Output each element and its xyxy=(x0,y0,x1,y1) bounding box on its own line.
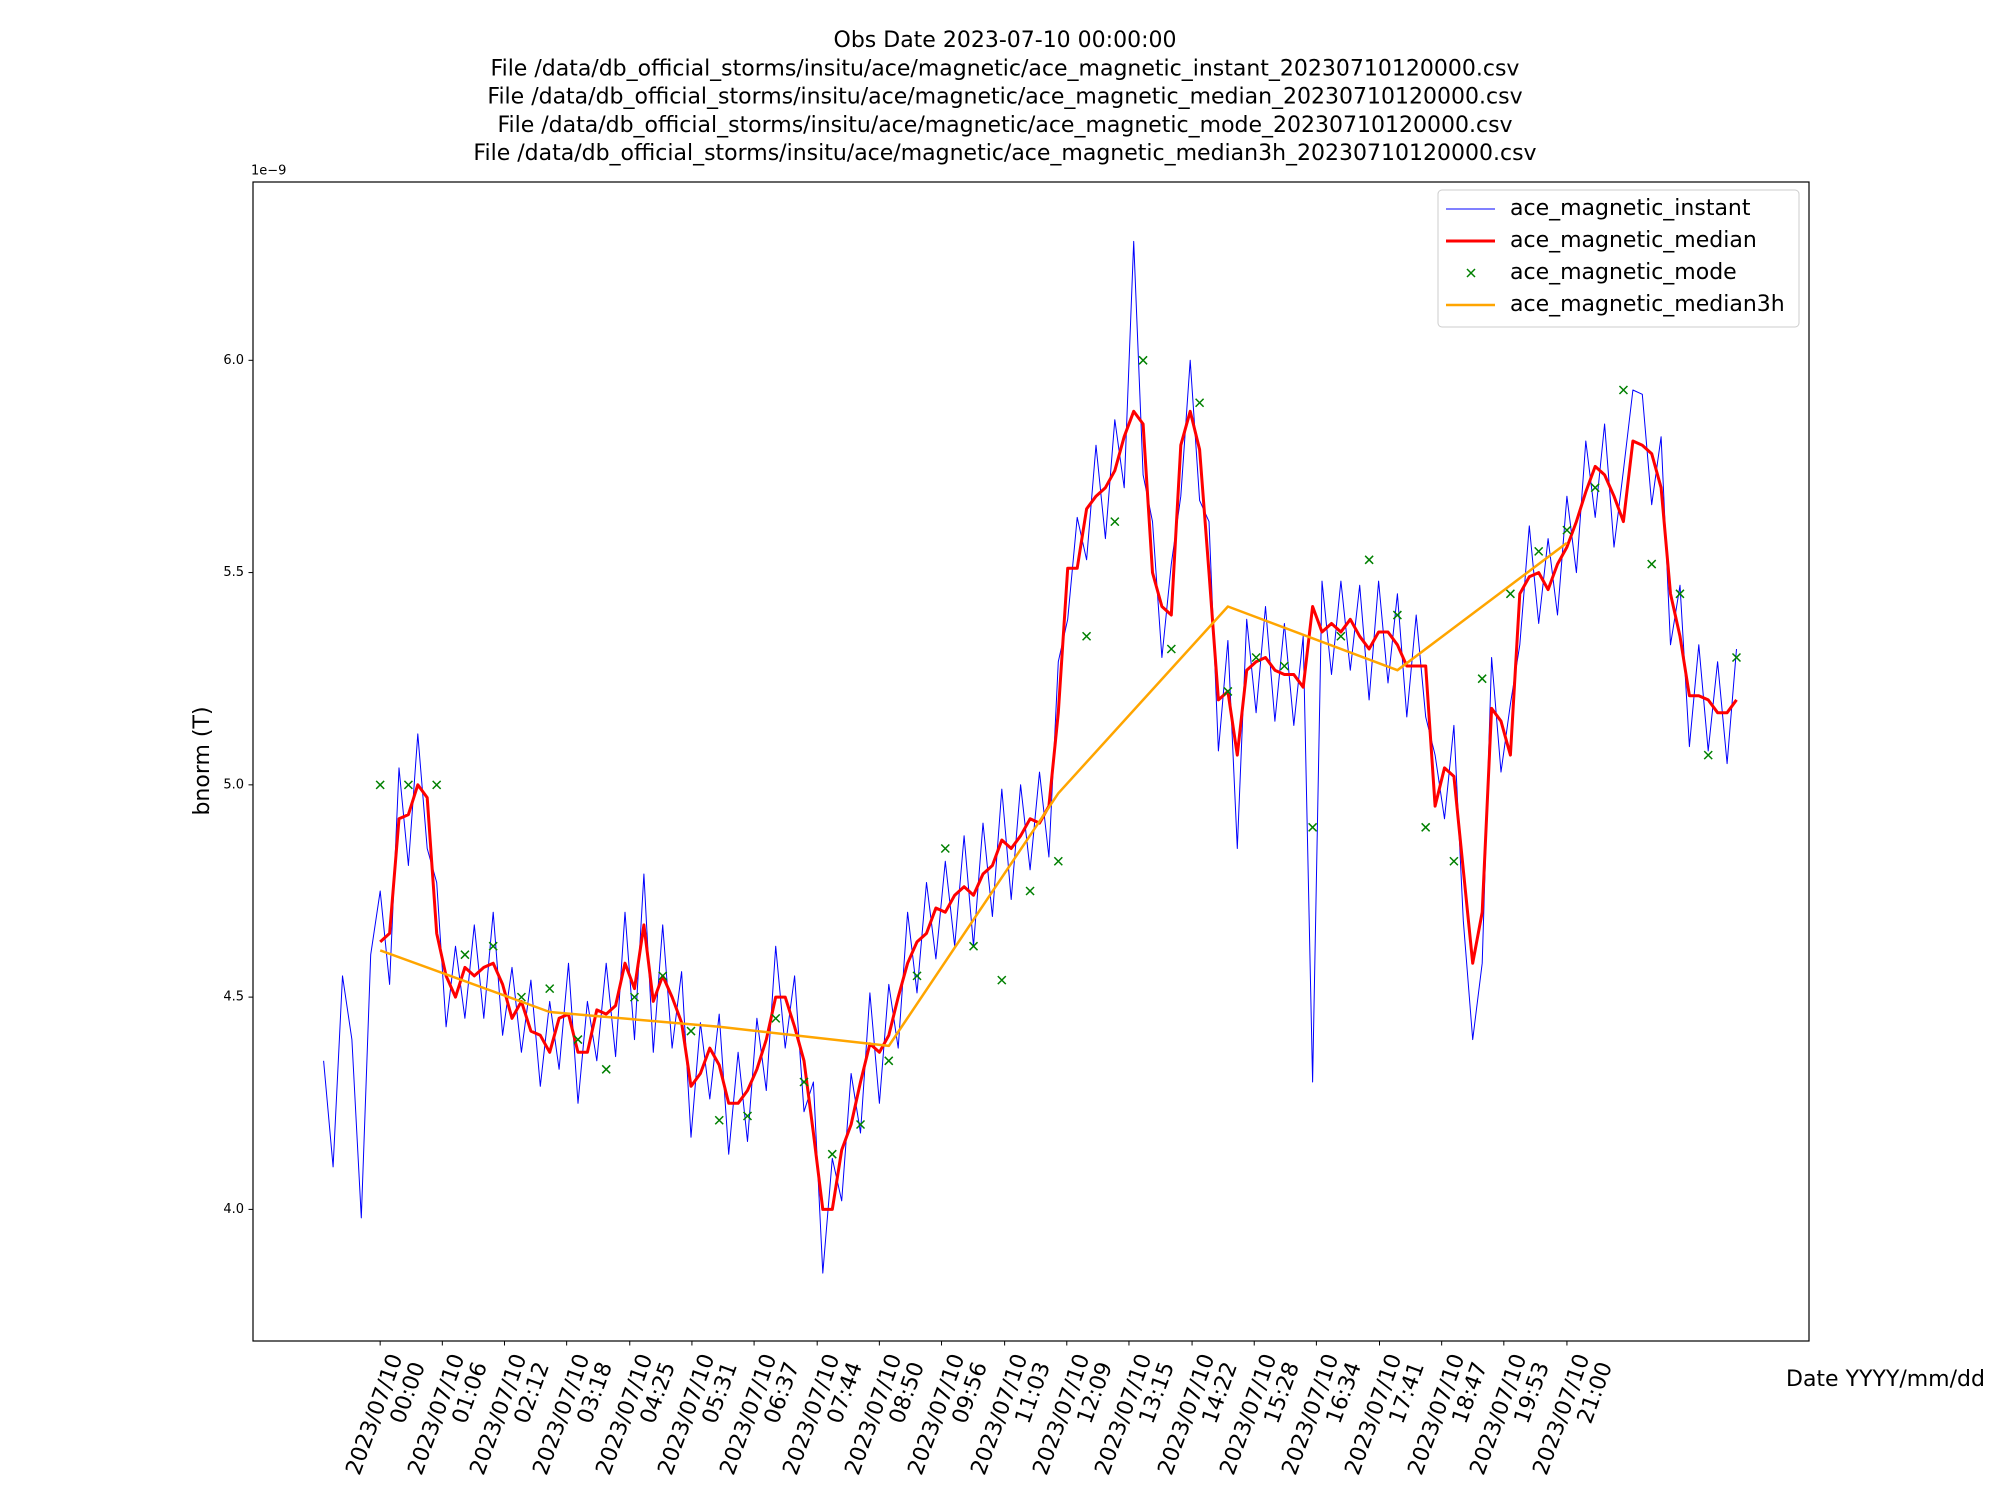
mode-marker xyxy=(1731,652,1742,663)
mode-marker xyxy=(403,780,413,790)
mode-marker xyxy=(658,971,668,981)
mode-marker xyxy=(1251,652,1261,663)
y-tick-label: 5.0 xyxy=(223,777,244,792)
mode-marker xyxy=(997,975,1007,985)
series-line xyxy=(379,541,1568,1048)
mode-marker xyxy=(855,1119,866,1130)
mode-marker xyxy=(1590,483,1600,493)
mode-marker xyxy=(1223,686,1233,696)
y-offset-label: 1e−9 xyxy=(251,164,286,179)
series-line xyxy=(379,409,1738,1211)
mode-marker xyxy=(714,1115,724,1125)
mode-marker xyxy=(545,984,555,994)
series-line xyxy=(323,240,1737,1274)
mode-marker xyxy=(601,1064,611,1074)
legend-marker xyxy=(1466,268,1476,278)
mode-marker xyxy=(1562,525,1572,535)
mode-marker xyxy=(1166,644,1176,654)
mode-marker xyxy=(1647,559,1657,569)
chart-title: Obs Date 2023-07-10 00:00:00 xyxy=(834,28,1177,53)
mode-marker xyxy=(573,1035,583,1045)
mode-marker xyxy=(375,780,385,790)
mode-marker xyxy=(460,950,470,960)
mode-marker xyxy=(1618,385,1628,395)
legend-label: ace_magnetic_median3h xyxy=(1510,292,1785,317)
mode-marker xyxy=(1505,589,1515,599)
mode-marker xyxy=(1675,589,1685,599)
mode-marker xyxy=(488,941,498,951)
plot-frame xyxy=(252,181,1810,1342)
mode-marker xyxy=(1195,398,1205,408)
mode-marker xyxy=(629,992,639,1002)
x-axis-label: Date YYYY/mm/dd xyxy=(1786,1367,1985,1392)
mode-marker xyxy=(827,1149,837,1159)
mode-marker xyxy=(1392,610,1402,620)
mode-marker xyxy=(1336,631,1346,641)
mode-marker xyxy=(1082,631,1092,641)
mode-marker xyxy=(1025,886,1035,896)
y-axis-label: bnorm (T) xyxy=(190,706,215,815)
y-tick-label: 4.0 xyxy=(223,1202,244,1217)
y-tick-label: 5.5 xyxy=(223,565,244,580)
mode-marker xyxy=(799,1077,809,1087)
mode-marker xyxy=(969,941,979,951)
mode-marker xyxy=(686,1026,696,1036)
chart-title: File /data/db_official_storms/insitu/ace… xyxy=(497,113,1512,138)
mode-marker xyxy=(432,780,442,790)
y-tick-label: 6.0 xyxy=(223,353,244,368)
mode-marker xyxy=(1421,822,1431,832)
legend-label: ace_magnetic_median xyxy=(1510,228,1757,253)
chart-title: File /data/db_official_storms/insitu/ace… xyxy=(473,141,1536,166)
mode-marker xyxy=(884,1056,894,1066)
mode-marker xyxy=(1138,355,1148,365)
mode-marker xyxy=(742,1111,753,1121)
legend-label: ace_magnetic_mode xyxy=(1510,260,1737,285)
mode-marker xyxy=(1449,856,1459,866)
mode-marker xyxy=(1534,546,1544,556)
mode-marker xyxy=(1364,555,1374,565)
mode-marker xyxy=(1477,674,1487,684)
mode-marker xyxy=(1279,661,1289,671)
mode-marker xyxy=(1110,517,1120,527)
mode-marker xyxy=(912,971,922,981)
mode-marker xyxy=(940,844,950,854)
legend-label: ace_magnetic_instant xyxy=(1510,196,1751,221)
legend-box xyxy=(1437,189,1800,328)
chart-title: File /data/db_official_storms/insitu/ace… xyxy=(487,85,1522,110)
chart-title: File /data/db_official_storms/insitu/ace… xyxy=(491,56,1520,81)
y-tick-label: 4.5 xyxy=(223,990,244,1005)
mode-marker xyxy=(1053,856,1063,866)
mode-marker xyxy=(771,1013,781,1023)
mode-marker xyxy=(1308,822,1318,832)
mode-marker xyxy=(1703,750,1713,760)
